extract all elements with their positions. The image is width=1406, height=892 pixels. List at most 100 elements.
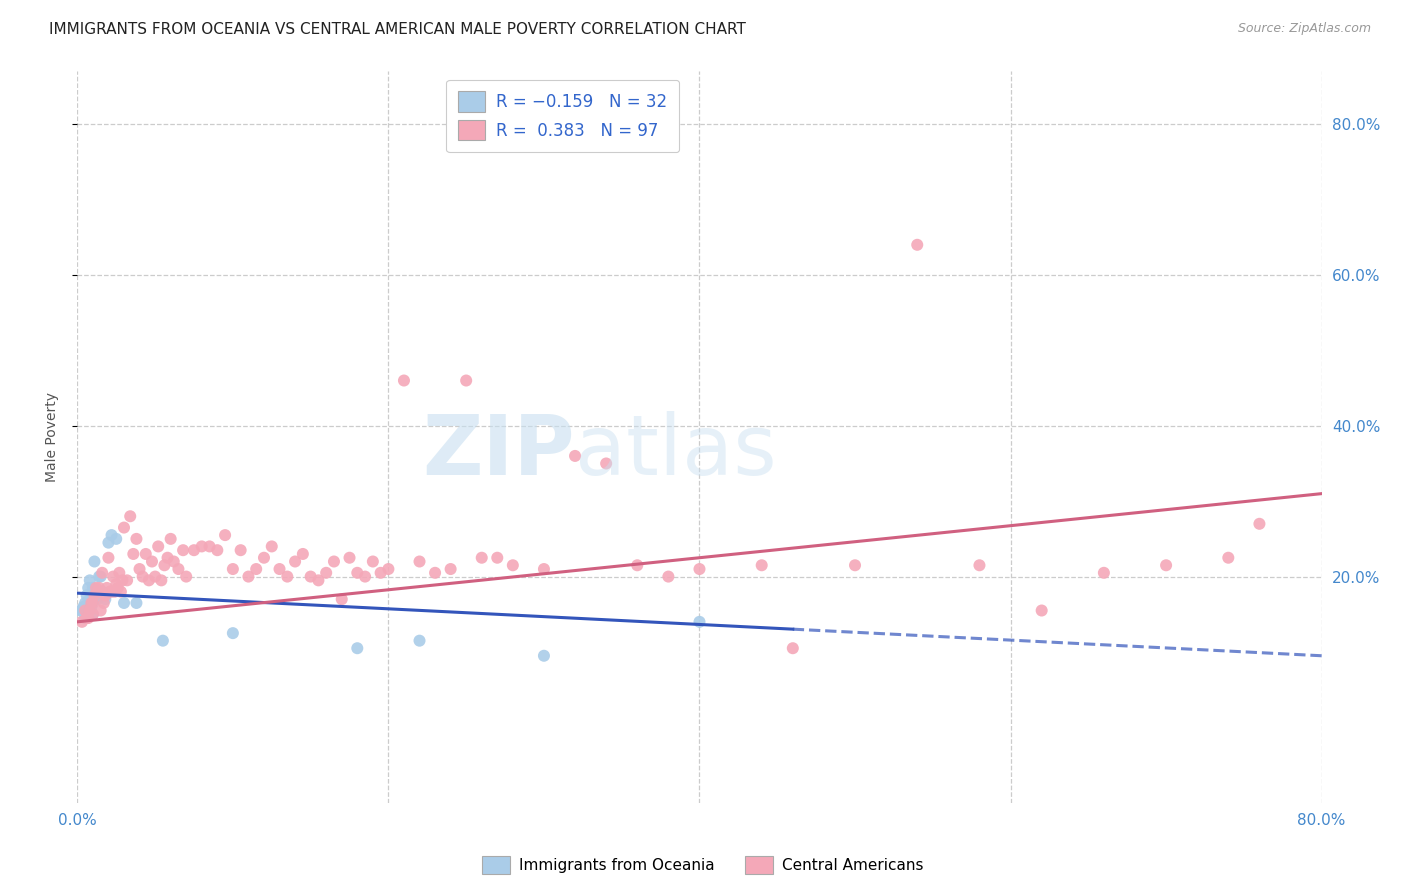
Point xyxy=(79,603,101,617)
Point xyxy=(183,543,205,558)
Point xyxy=(98,584,121,599)
Point xyxy=(131,569,153,583)
Point xyxy=(159,532,181,546)
Point xyxy=(112,596,135,610)
Point xyxy=(156,550,179,565)
Point xyxy=(276,569,298,583)
Point xyxy=(315,566,337,580)
Text: ZIP: ZIP xyxy=(423,411,575,492)
Point xyxy=(105,577,128,591)
Point xyxy=(423,566,446,580)
Point xyxy=(70,615,93,629)
Point xyxy=(291,547,314,561)
Point xyxy=(82,581,104,595)
Point xyxy=(152,633,174,648)
Point xyxy=(595,457,617,471)
Point xyxy=(101,569,124,583)
Point xyxy=(94,592,117,607)
Point xyxy=(148,540,170,554)
Point xyxy=(84,589,107,603)
Point xyxy=(79,574,101,588)
Point xyxy=(138,574,160,588)
Point xyxy=(689,615,711,629)
Point xyxy=(111,574,134,588)
Point xyxy=(75,603,97,617)
Point xyxy=(77,581,100,595)
Point xyxy=(90,603,112,617)
Point xyxy=(174,569,197,583)
Point xyxy=(207,543,229,558)
Point xyxy=(100,528,122,542)
Point xyxy=(97,535,120,549)
Point xyxy=(75,611,97,625)
Point xyxy=(253,550,276,565)
Point xyxy=(79,592,101,607)
Point xyxy=(105,532,128,546)
Point xyxy=(100,584,122,599)
Point xyxy=(260,540,283,554)
Point xyxy=(323,554,346,568)
Point xyxy=(222,562,245,576)
Point xyxy=(346,566,368,580)
Point xyxy=(1249,516,1271,531)
Point xyxy=(112,520,135,534)
Point xyxy=(143,569,166,583)
Point xyxy=(80,599,103,614)
Point xyxy=(1031,603,1053,617)
Point xyxy=(75,596,97,610)
Point xyxy=(87,581,110,595)
Point xyxy=(408,554,430,568)
Legend: R = −0.159   N = 32, R =  0.383   N = 97: R = −0.159 N = 32, R = 0.383 N = 97 xyxy=(446,79,679,152)
Point xyxy=(408,633,430,648)
Point xyxy=(377,562,399,576)
Legend: Immigrants from Oceania, Central Americans: Immigrants from Oceania, Central America… xyxy=(477,850,929,880)
Point xyxy=(1154,558,1177,573)
Point xyxy=(77,611,100,625)
Point xyxy=(80,596,103,610)
Point xyxy=(299,569,322,583)
Point xyxy=(346,641,368,656)
Point xyxy=(167,562,190,576)
Point xyxy=(238,569,260,583)
Point xyxy=(214,528,236,542)
Point xyxy=(96,581,118,595)
Point xyxy=(108,566,131,580)
Point xyxy=(153,558,176,573)
Point xyxy=(72,599,94,614)
Point xyxy=(104,584,127,599)
Point xyxy=(86,592,108,607)
Point xyxy=(84,581,107,595)
Point xyxy=(269,562,291,576)
Point xyxy=(91,584,114,599)
Point xyxy=(122,547,145,561)
Point xyxy=(120,509,142,524)
Point xyxy=(339,550,361,565)
Point xyxy=(486,550,509,565)
Point xyxy=(163,554,186,568)
Point xyxy=(191,540,214,554)
Point xyxy=(83,589,105,603)
Point xyxy=(222,626,245,640)
Point xyxy=(141,554,163,568)
Point xyxy=(110,584,132,599)
Point xyxy=(307,574,329,588)
Point xyxy=(782,641,804,656)
Point xyxy=(135,547,157,561)
Point xyxy=(626,558,648,573)
Point xyxy=(689,562,711,576)
Point xyxy=(93,596,115,610)
Point xyxy=(657,569,679,583)
Point xyxy=(86,584,108,599)
Point xyxy=(284,554,307,568)
Point xyxy=(70,603,93,617)
Point xyxy=(969,558,991,573)
Point xyxy=(229,543,252,558)
Point xyxy=(1092,566,1115,580)
Point xyxy=(91,566,114,580)
Point xyxy=(844,558,866,573)
Point xyxy=(69,603,91,617)
Point xyxy=(361,554,384,568)
Text: atlas: atlas xyxy=(575,411,776,492)
Point xyxy=(905,237,928,252)
Text: Source: ZipAtlas.com: Source: ZipAtlas.com xyxy=(1237,22,1371,36)
